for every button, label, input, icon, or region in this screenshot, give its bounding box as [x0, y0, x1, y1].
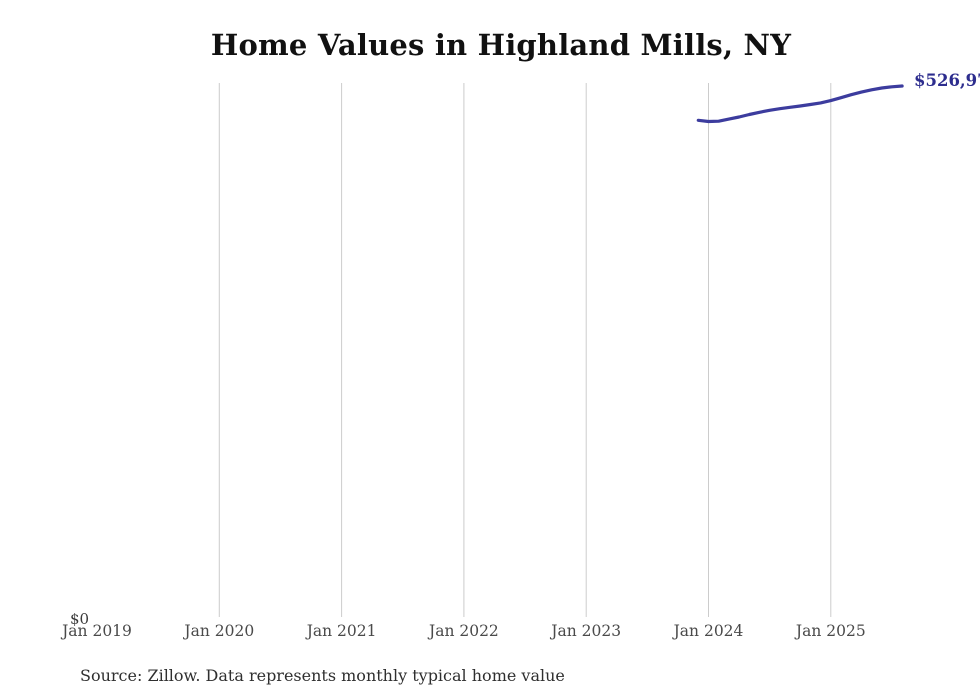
- x-axis-tick-label: Jan 2020: [184, 622, 255, 640]
- end-value-label: $526,977: [914, 71, 980, 90]
- source-note: Source: Zillow. Data represents monthly …: [80, 666, 565, 685]
- chart-title: Home Values in Highland Mills, NY: [210, 28, 792, 62]
- y-axis-zero-label: $0: [70, 610, 90, 628]
- x-axis-tick-label: Jan 2025: [795, 622, 866, 640]
- x-axis-tick-label: Jan 2022: [428, 622, 499, 640]
- x-axis-tick-label: Jan 2023: [551, 622, 622, 640]
- value-line: [696, 84, 904, 124]
- x-axis-tick-label: Jan 2024: [673, 622, 744, 640]
- x-axis-tick-label: Jan 2019: [62, 622, 132, 640]
- x-axis-tick-label: Jan 2021: [306, 622, 377, 640]
